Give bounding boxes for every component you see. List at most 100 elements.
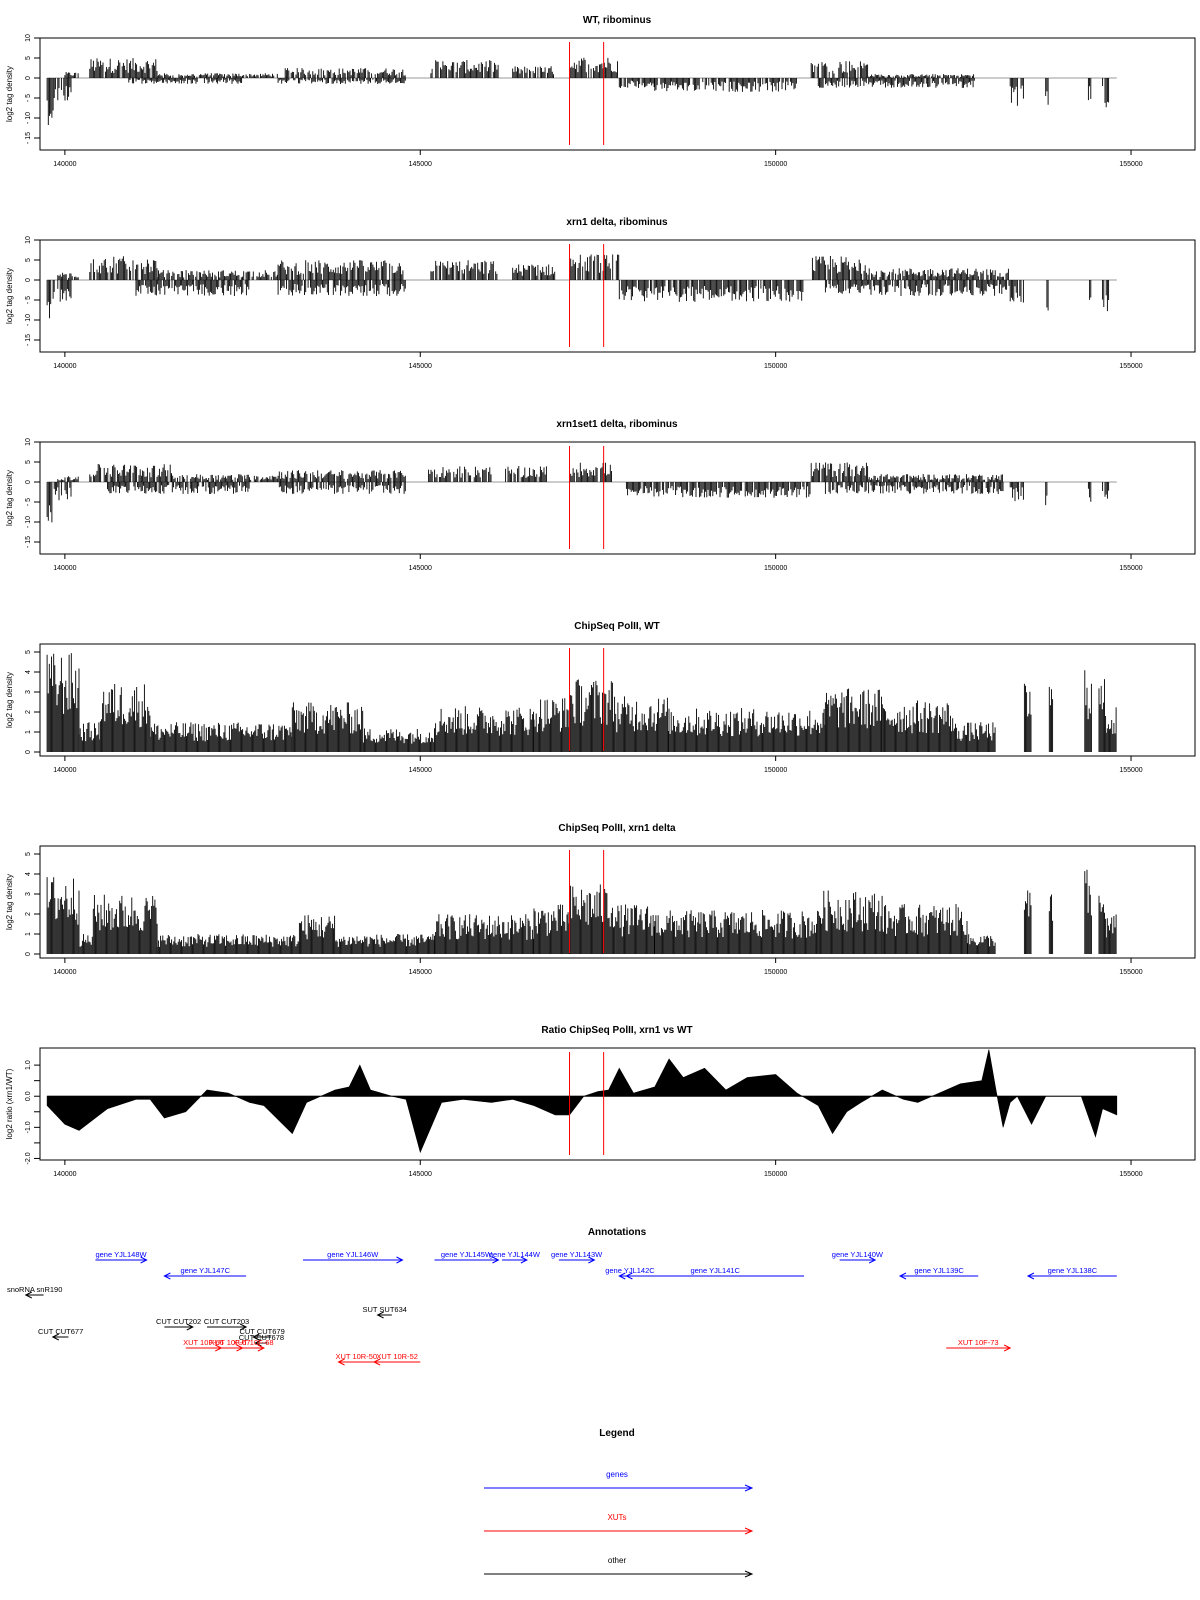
x-tick-label: 155000 <box>1119 363 1142 370</box>
minus-strand-bars <box>1087 78 1092 101</box>
annotations-title: Annotations <box>588 1227 647 1238</box>
y-tick-label: 0 <box>25 480 32 484</box>
chart-panel: ChipSeq PolII, xrn1 delta 0 1 2 3 4 5 log2 tag … <box>5 823 1196 976</box>
x-tick-label: 150000 <box>764 565 787 572</box>
x-tick-label: 150000 <box>764 363 787 370</box>
y-tick-label: 0 <box>25 750 32 754</box>
x-tick-label: 140000 <box>53 767 76 774</box>
plus-strand-bars <box>570 57 618 78</box>
x-tick-label: 155000 <box>1119 767 1142 774</box>
density-bars <box>1023 683 1032 752</box>
density-bars <box>78 934 93 954</box>
minus-strand-bars <box>277 78 406 84</box>
plot-frame <box>39 1047 1196 1161</box>
arrowhead-icon <box>588 1256 596 1264</box>
plus-strand-bars <box>811 256 867 280</box>
plus-strand-bars <box>512 264 556 280</box>
feature-label: CUT CUT203 <box>204 1317 249 1326</box>
plus-strand-bars <box>284 68 406 78</box>
density-bars <box>1023 890 1032 954</box>
plot-frame <box>39 441 1196 555</box>
legend-item: other <box>484 1556 754 1578</box>
y-tick-label: - 10 <box>25 516 32 528</box>
plus-strand-bars <box>89 464 172 482</box>
chart-title: ChipSeq PolII, WT <box>574 621 660 632</box>
chart-title: Ratio ChipSeq PolII, xrn1 vs WT <box>541 1025 692 1036</box>
x-tick-label: 145000 <box>409 363 432 370</box>
legend-panel: Legend genes XUTs other <box>484 1428 754 1578</box>
density-bars <box>291 702 364 752</box>
ratio-area <box>46 1049 1118 1154</box>
annotation-feature: gene YJL140W <box>832 1250 884 1264</box>
annotation-feature: SUT SUT634 <box>362 1305 407 1319</box>
plus-strand-bars <box>156 270 278 280</box>
minus-strand-bars <box>1102 280 1110 312</box>
y-tick-label: 0 <box>25 76 32 80</box>
annotation-feature: XUT 10R-52 <box>372 1352 421 1366</box>
density-bars <box>1098 679 1107 752</box>
y-axis-label: log2 tag density <box>5 268 14 324</box>
annotation-feature: gene YJL144W <box>489 1250 541 1264</box>
plus-strand-bars <box>277 260 404 280</box>
density-bars <box>92 894 158 954</box>
annotation-feature: gene YJL147C <box>163 1266 247 1280</box>
density-bars <box>1048 686 1054 752</box>
density-bars <box>1048 894 1054 954</box>
density-bars <box>615 696 669 752</box>
y-tick-label: - 10 <box>25 314 32 326</box>
y-tick-label: - 15 <box>25 132 32 144</box>
arrowhead-icon <box>396 1256 404 1264</box>
y-axis-label: log2 tag density <box>5 874 14 930</box>
y-tick-label: 10 <box>25 236 32 244</box>
plus-strand-bars <box>57 272 79 280</box>
annotation-feature: gene YJL142C <box>605 1266 655 1280</box>
y-tick-label: - 15 <box>25 334 32 346</box>
annotation-feature: gene YJL146W <box>302 1250 404 1264</box>
feature-label: gene YJL142C <box>605 1266 655 1275</box>
density-bars <box>533 698 570 752</box>
plus-strand-bars <box>171 474 278 482</box>
annotation-feature: gene YJL141C <box>625 1266 805 1280</box>
density-bars <box>46 877 80 954</box>
annotation-feature: XUT 10F-67 <box>210 1338 250 1352</box>
arrowhead-icon <box>372 1358 381 1366</box>
minus-strand-bars <box>46 482 53 523</box>
annotation-feature: CUT CUT677 <box>38 1327 83 1341</box>
y-tick-label: -1.0 <box>25 1121 32 1133</box>
y-tick-label: 4 <box>25 670 32 674</box>
minus-strand-bars <box>1009 482 1024 502</box>
minus-strand-bars <box>53 78 72 101</box>
minus-strand-bars <box>1089 280 1092 300</box>
plus-strand-bars <box>810 462 869 482</box>
density-bars <box>99 684 151 752</box>
y-tick-label: - 5 <box>25 94 32 102</box>
y-axis-label: log2 tag density <box>5 470 14 526</box>
y-axis-label: log2 ratio (xrn1/WT) <box>5 1068 14 1139</box>
feature-label: gene YJL143W <box>551 1250 603 1259</box>
minus-strand-bars <box>46 78 54 125</box>
arrowhead-icon <box>257 1344 266 1352</box>
feature-label: CUT CUT679 <box>239 1327 284 1336</box>
minus-strand-bars <box>128 78 243 84</box>
y-tick-label: 5 <box>25 852 32 856</box>
density-bars <box>569 884 616 954</box>
y-tick-label: 3 <box>25 690 32 694</box>
density-bars <box>1098 895 1107 954</box>
y-tick-label: 1 <box>25 932 32 936</box>
minus-strand-bars <box>618 78 655 88</box>
x-tick-label: 150000 <box>764 161 787 168</box>
x-tick-label: 150000 <box>764 1171 787 1178</box>
plus-strand-bars <box>89 58 158 78</box>
density-bars <box>149 722 293 752</box>
plus-strand-bars <box>430 60 499 78</box>
minus-strand-bars <box>1102 482 1110 499</box>
arrowhead-icon <box>1026 1272 1035 1280</box>
arrowhead-icon <box>376 1311 384 1319</box>
y-tick-label: 0.0 <box>25 1091 32 1101</box>
arrowhead-icon <box>140 1256 148 1264</box>
arrowhead-icon <box>163 1272 171 1280</box>
minus-strand-bars <box>625 482 811 498</box>
density-bars <box>817 890 883 954</box>
chart-title: xrn1set1 delta, ribominus <box>556 419 678 430</box>
